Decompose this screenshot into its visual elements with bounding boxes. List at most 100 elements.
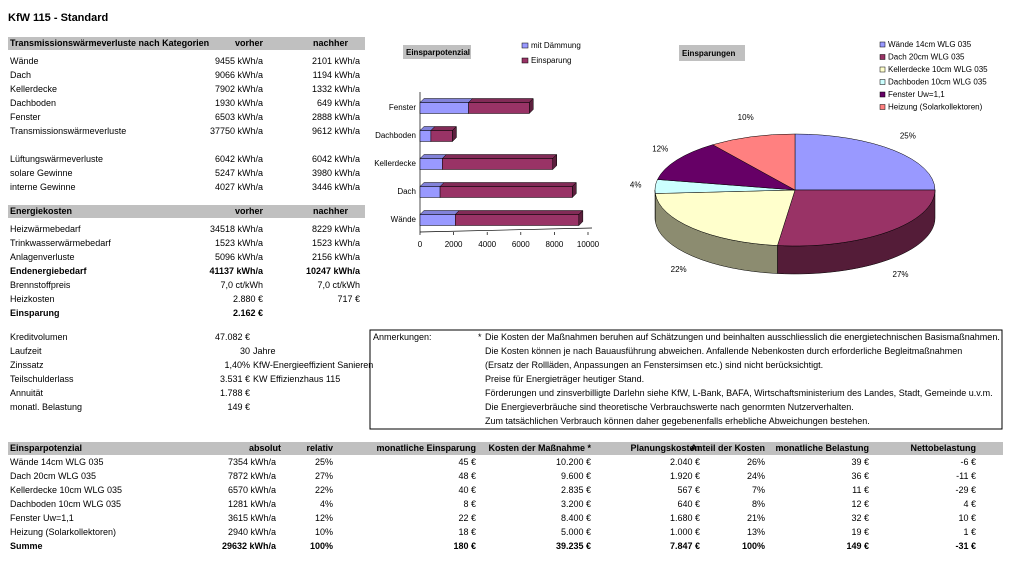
legend-label: Dachboden 10cm WLG 035 [888, 78, 987, 87]
cell: 8% [751, 499, 765, 509]
chart-title-background [679, 45, 745, 61]
cell: 3980 kWh/a [311, 168, 360, 178]
cell: 8.400 € [560, 513, 591, 523]
credit-label: Zinssatz [10, 360, 44, 370]
x-tick-label: 4000 [478, 240, 496, 249]
x-tick-label: 2000 [445, 240, 463, 249]
bar [419, 130, 432, 142]
cell: 12% [314, 513, 333, 523]
data-label: 4% [630, 180, 642, 189]
page-title: KfW 115 - Standard [8, 12, 109, 24]
cell: 13% [746, 527, 765, 537]
cell: 180 € [453, 541, 476, 551]
cell: 1930 kWh/a [214, 98, 263, 108]
cell: Heizwärmebedarf [10, 224, 81, 234]
data-label: 27% [893, 270, 909, 279]
cell: 29632 kWh/a [221, 541, 276, 551]
cell: Transmissionswärmeverluste [10, 126, 127, 136]
cell: 39.235 € [555, 541, 591, 551]
cell: Trinkwasserwärmebedarf [10, 238, 111, 248]
cell: 8229 kWh/a [311, 224, 360, 234]
header-cell: vorher [235, 206, 264, 216]
y-tick-label: Fenster [389, 103, 416, 112]
header-cell: nachher [313, 206, 349, 216]
bar-top [441, 154, 558, 159]
bar [430, 130, 453, 142]
credit-label: monatl. Belastung [10, 402, 83, 412]
cell: 2940 kWh/a [227, 527, 276, 537]
cell: 5.000 € [560, 527, 591, 537]
cell: 9455 kWh/a [214, 56, 263, 66]
cell: 1523 kWh/a [311, 238, 360, 248]
bar-side [552, 153, 558, 171]
note-line: Die Kosten der Maßnahmen beruhen auf Sch… [485, 332, 1000, 342]
y-tick-label: Dach [397, 187, 416, 196]
cell: 2.162 € [232, 308, 263, 318]
cell: 149 € [846, 541, 869, 551]
note-line: (Ersatz der Rollläden, Anpassungen an Fe… [485, 360, 824, 370]
chart-title: Einsparungen [682, 49, 735, 58]
credit-label: Kreditvolumen [10, 332, 68, 342]
cell: 1332 kWh/a [311, 84, 360, 94]
bar-top [430, 126, 458, 131]
cell: Einsparung [10, 308, 60, 318]
cell: 8 € [463, 499, 476, 509]
cell: Summe [10, 541, 43, 551]
cell: 1523 kWh/a [214, 238, 263, 248]
cell: 32 € [851, 513, 869, 523]
credit-value: 1.788 € [219, 388, 250, 398]
cell: 2156 kWh/a [311, 252, 360, 262]
bar-top [419, 210, 460, 215]
x-tick-label: 0 [418, 240, 423, 249]
cell: 2.880 € [232, 294, 263, 304]
cell: 567 € [677, 485, 700, 495]
cell: 5247 kWh/a [214, 168, 263, 178]
cell: 48 € [458, 471, 476, 481]
cell: 22% [314, 485, 333, 495]
cell: 24% [746, 471, 765, 481]
cell: 1281 kWh/a [227, 499, 276, 509]
legend-label: Wände 14cm WLG 035 [888, 40, 972, 49]
cell: 3.200 € [560, 499, 591, 509]
bar [442, 158, 554, 170]
slice [712, 133, 796, 191]
credit-note: KW Effizienzhaus 115 [253, 374, 341, 384]
chart-title: Einsparpotenzial [406, 48, 470, 57]
cell: 649 kWh/a [316, 98, 360, 108]
cell: 1.680 € [669, 513, 700, 523]
cell: solare Gewinne [10, 168, 73, 178]
y-tick-label: Dachboden [375, 131, 416, 140]
credit-value: 1,40% [224, 360, 250, 370]
data-label: 12% [652, 145, 668, 154]
cell: 7% [751, 485, 765, 495]
legend-label: Heizung (Solarkollektoren) [888, 103, 983, 112]
cell: Dach 20cm WLG 035 [10, 471, 97, 481]
credit-label: Laufzeit [10, 346, 42, 356]
cell: 6042 kWh/a [311, 154, 360, 164]
cell: 4027 kWh/a [214, 182, 263, 192]
cell: -11 € [956, 471, 976, 481]
header-cell: Nettobelastung [910, 443, 976, 453]
cell: 9.600 € [560, 471, 591, 481]
cell: Heizkosten [10, 294, 55, 304]
legend-swatch [879, 104, 886, 110]
header-cell: nachher [313, 38, 349, 48]
cell: 2888 kWh/a [311, 112, 360, 122]
bar [419, 214, 456, 226]
slice [794, 133, 936, 191]
data-label: 10% [738, 113, 754, 122]
cell: 6570 kWh/a [227, 485, 276, 495]
bar [419, 158, 443, 170]
note-line: Zum tatsächlichen Verbrauch können daher… [485, 416, 870, 426]
legend-label: Fenster Uw=1,1 [888, 90, 945, 99]
credit-value: 30 [239, 346, 250, 356]
chart-title-background [403, 45, 471, 59]
data-label: 22% [671, 265, 687, 274]
cell: Dach [10, 70, 32, 80]
cell: 4% [319, 499, 333, 509]
cell: 100% [741, 541, 765, 551]
cell: 7,0 ct/kWh [220, 280, 263, 290]
cell: 1194 kWh/a [312, 70, 360, 80]
legend-label: Kellerdecke 10cm WLG 035 [888, 65, 988, 74]
